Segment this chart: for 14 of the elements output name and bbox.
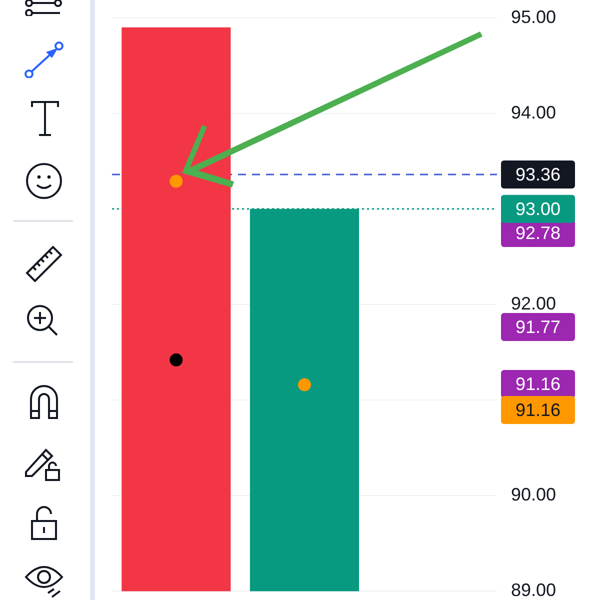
- y-tick-label: 89.00: [511, 580, 556, 600]
- y-tick-label: 92.00: [511, 293, 556, 314]
- text: 92.78: [515, 222, 561, 243]
- y-tick-label: 90.00: [511, 484, 556, 505]
- text: 91.16: [515, 374, 561, 394]
- y-tick-label: 94.00: [511, 102, 556, 122]
- point: [170, 353, 183, 366]
- y-tick-label: 95.00: [511, 6, 556, 27]
- ref-line-label: 93.36: [515, 164, 561, 184]
- ref-line-label: 93.00: [515, 198, 561, 219]
- text: 91.77: [515, 316, 561, 337]
- point: [170, 174, 183, 188]
- point: [298, 378, 311, 392]
- text: 91.16: [515, 400, 561, 420]
